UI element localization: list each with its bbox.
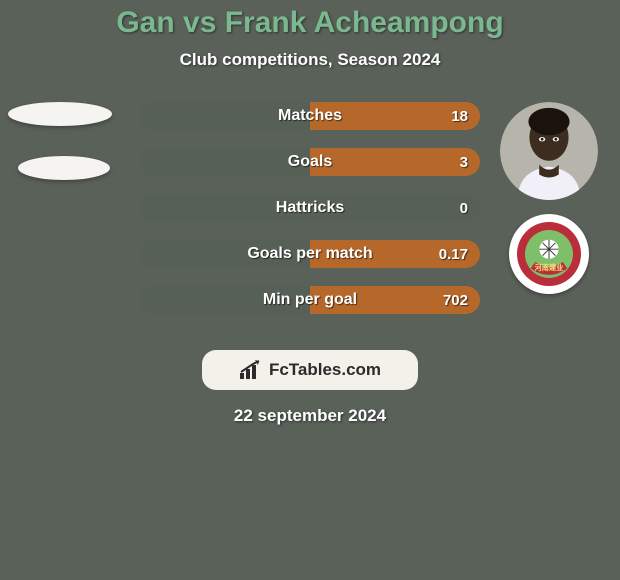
stat-right-value: 3 — [460, 154, 468, 171]
stat-row: Min per goal 702 — [140, 286, 480, 314]
stat-right-value: 702 — [443, 292, 468, 309]
left-player-photo-placeholder — [8, 102, 112, 126]
page-title: Gan vs Frank Acheampong — [0, 0, 620, 40]
stat-label: Matches — [278, 107, 342, 125]
stat-row-right-fill — [310, 148, 480, 176]
logo-text: FcTables.com — [269, 360, 381, 380]
stat-row: Hattricks 0 — [140, 194, 480, 222]
stat-row: Goals per match 0.17 — [140, 240, 480, 268]
subtitle: Club competitions, Season 2024 — [0, 50, 620, 70]
stat-label: Goals — [288, 153, 332, 171]
bars-growth-icon — [239, 360, 263, 380]
fctables-logo: FcTables.com — [202, 350, 418, 390]
player-photo-svg — [500, 102, 598, 200]
club-badge-svg: 河南建业 — [509, 214, 589, 294]
stat-label: Goals per match — [247, 245, 372, 263]
stat-right-value: 0.17 — [439, 246, 468, 263]
stat-row: Matches 18 — [140, 102, 480, 130]
right-player-photo — [500, 102, 598, 200]
svg-text:河南建业: 河南建业 — [535, 263, 564, 272]
comparison-content: Matches 18 Goals 3 Hattricks 0 Goals per match… — [0, 102, 620, 332]
stat-bars: Matches 18 Goals 3 Hattricks 0 Goals per match… — [140, 102, 480, 314]
date-text: 22 september 2024 — [0, 406, 620, 426]
stat-label: Min per goal — [263, 291, 357, 309]
stat-label: Hattricks — [276, 199, 344, 217]
right-player-col: 河南建业 — [494, 102, 604, 294]
stat-right-value: 0 — [460, 200, 468, 217]
right-club-badge: 河南建业 — [509, 214, 589, 294]
stat-right-value: 18 — [451, 108, 468, 125]
stat-row: Goals 3 — [140, 148, 480, 176]
left-club-badge-placeholder — [18, 156, 110, 180]
